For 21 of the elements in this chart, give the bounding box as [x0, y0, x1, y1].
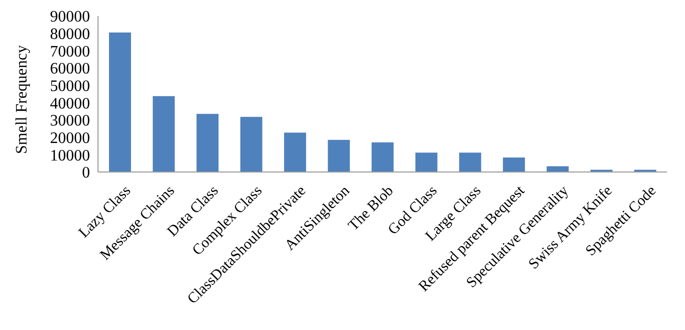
bar	[415, 152, 438, 172]
y-tick-label: 30000	[50, 112, 90, 130]
bar	[284, 132, 306, 172]
y-tick-label: 20000	[50, 130, 90, 148]
y-tick-label: 80000	[50, 26, 90, 44]
y-tick-label: 70000	[50, 43, 90, 60]
y-tick-label: 10000	[50, 147, 90, 164]
y-tick-label: 0	[82, 164, 90, 182]
bar	[502, 157, 525, 172]
y-tick-label: 50000	[50, 78, 90, 96]
y-tick-label: 60000	[50, 60, 90, 78]
bar	[196, 114, 219, 172]
bar	[109, 32, 131, 172]
bar	[372, 142, 394, 172]
bar	[328, 140, 350, 172]
bar	[459, 152, 482, 172]
y-axis-title: Smell Frequency	[14, 45, 31, 154]
y-tick-label: 90000	[50, 8, 90, 26]
y-tick-label: 40000	[50, 95, 90, 112]
bar	[240, 116, 262, 172]
bar	[152, 96, 175, 172]
